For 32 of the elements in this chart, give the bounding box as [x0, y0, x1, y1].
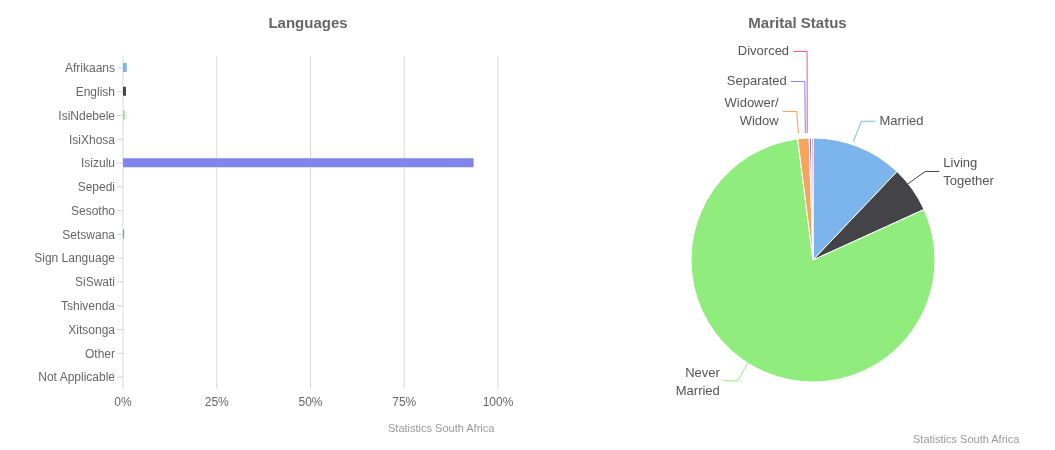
- y-tick-label: Xitsonga: [68, 322, 116, 337]
- x-tick-label: 50%: [298, 394, 323, 409]
- x-tick-label: 25%: [204, 394, 230, 409]
- text: Statistics South Africa: [913, 433, 1020, 445]
- slice-label: Married: [879, 113, 924, 129]
- bar: [123, 158, 474, 168]
- y-tick-label: English: [75, 84, 115, 99]
- y-tick-label: Sesotho: [70, 203, 116, 218]
- slice-label: Divorced: [737, 43, 790, 59]
- y-tick-label: Sepedi: [77, 180, 115, 195]
- y-tick-label: IsiNdebele: [58, 108, 116, 123]
- y-tick-label: Sign Language: [34, 251, 116, 266]
- x-tick-label: 100%: [482, 394, 514, 409]
- y-tick-label: Afrikaans: [64, 61, 115, 76]
- slice-label: Separated: [726, 73, 787, 89]
- bar: [123, 63, 127, 72]
- slice-label: Widower/ Widow: [724, 95, 780, 129]
- y-tick-label: Isizulu: [80, 156, 115, 171]
- y-tick-label: Tshivenda: [60, 299, 116, 314]
- y-tick-label: Setswana: [62, 227, 116, 242]
- chart-title: Marital Status: [747, 14, 848, 31]
- y-tick-label: Not Applicable: [38, 370, 116, 385]
- y-tick-label: Other: [84, 346, 115, 361]
- bar: [123, 86, 126, 96]
- text: Statistics South Africa: [388, 422, 495, 434]
- x-tick-label: 75%: [392, 394, 417, 409]
- y-tick-label: IsiXhosa: [68, 132, 116, 147]
- chart-title: Languages: [267, 14, 349, 31]
- slice-label: Living Together: [943, 155, 995, 189]
- y-tick-label: SiSwati: [74, 275, 115, 290]
- x-tick-label: 0%: [114, 394, 132, 409]
- slice-label: Never Married: [675, 364, 721, 398]
